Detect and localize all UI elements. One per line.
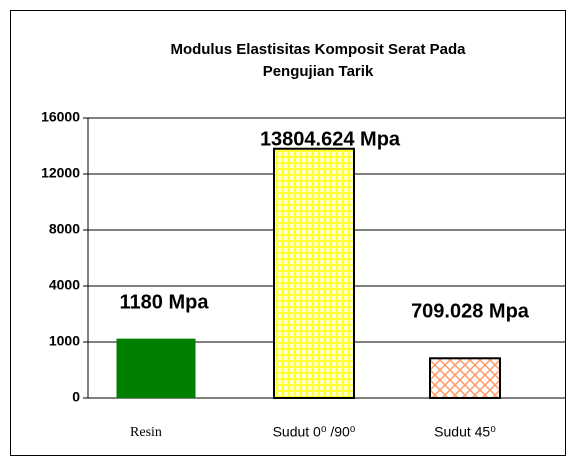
bar xyxy=(116,338,196,398)
y-tick-label: 12000 xyxy=(41,165,80,181)
y-tick-label: 8000 xyxy=(49,221,80,237)
y-tick-label: 1000 xyxy=(49,333,80,349)
x-tick-label: Sudut 0⁰ /90⁰ xyxy=(273,424,356,440)
bar xyxy=(273,147,355,399)
y-tick-label: 0 xyxy=(72,389,80,405)
chart-title: Pengujian Tarik xyxy=(263,63,374,80)
x-tick-label: Sudut 45⁰ xyxy=(434,424,496,440)
chart-title: Modulus Elastisitas Komposit Serat Pada xyxy=(170,41,466,58)
bar xyxy=(429,357,501,399)
x-tick-label: Resin xyxy=(130,425,162,440)
data-label: 1180 Mpa xyxy=(120,291,210,313)
data-label: 13804.624 Mpa xyxy=(260,128,401,150)
y-tick-label: 16000 xyxy=(41,109,80,125)
y-tick-label: 4000 xyxy=(49,277,80,293)
data-label: 709.028 Mpa xyxy=(411,300,530,322)
